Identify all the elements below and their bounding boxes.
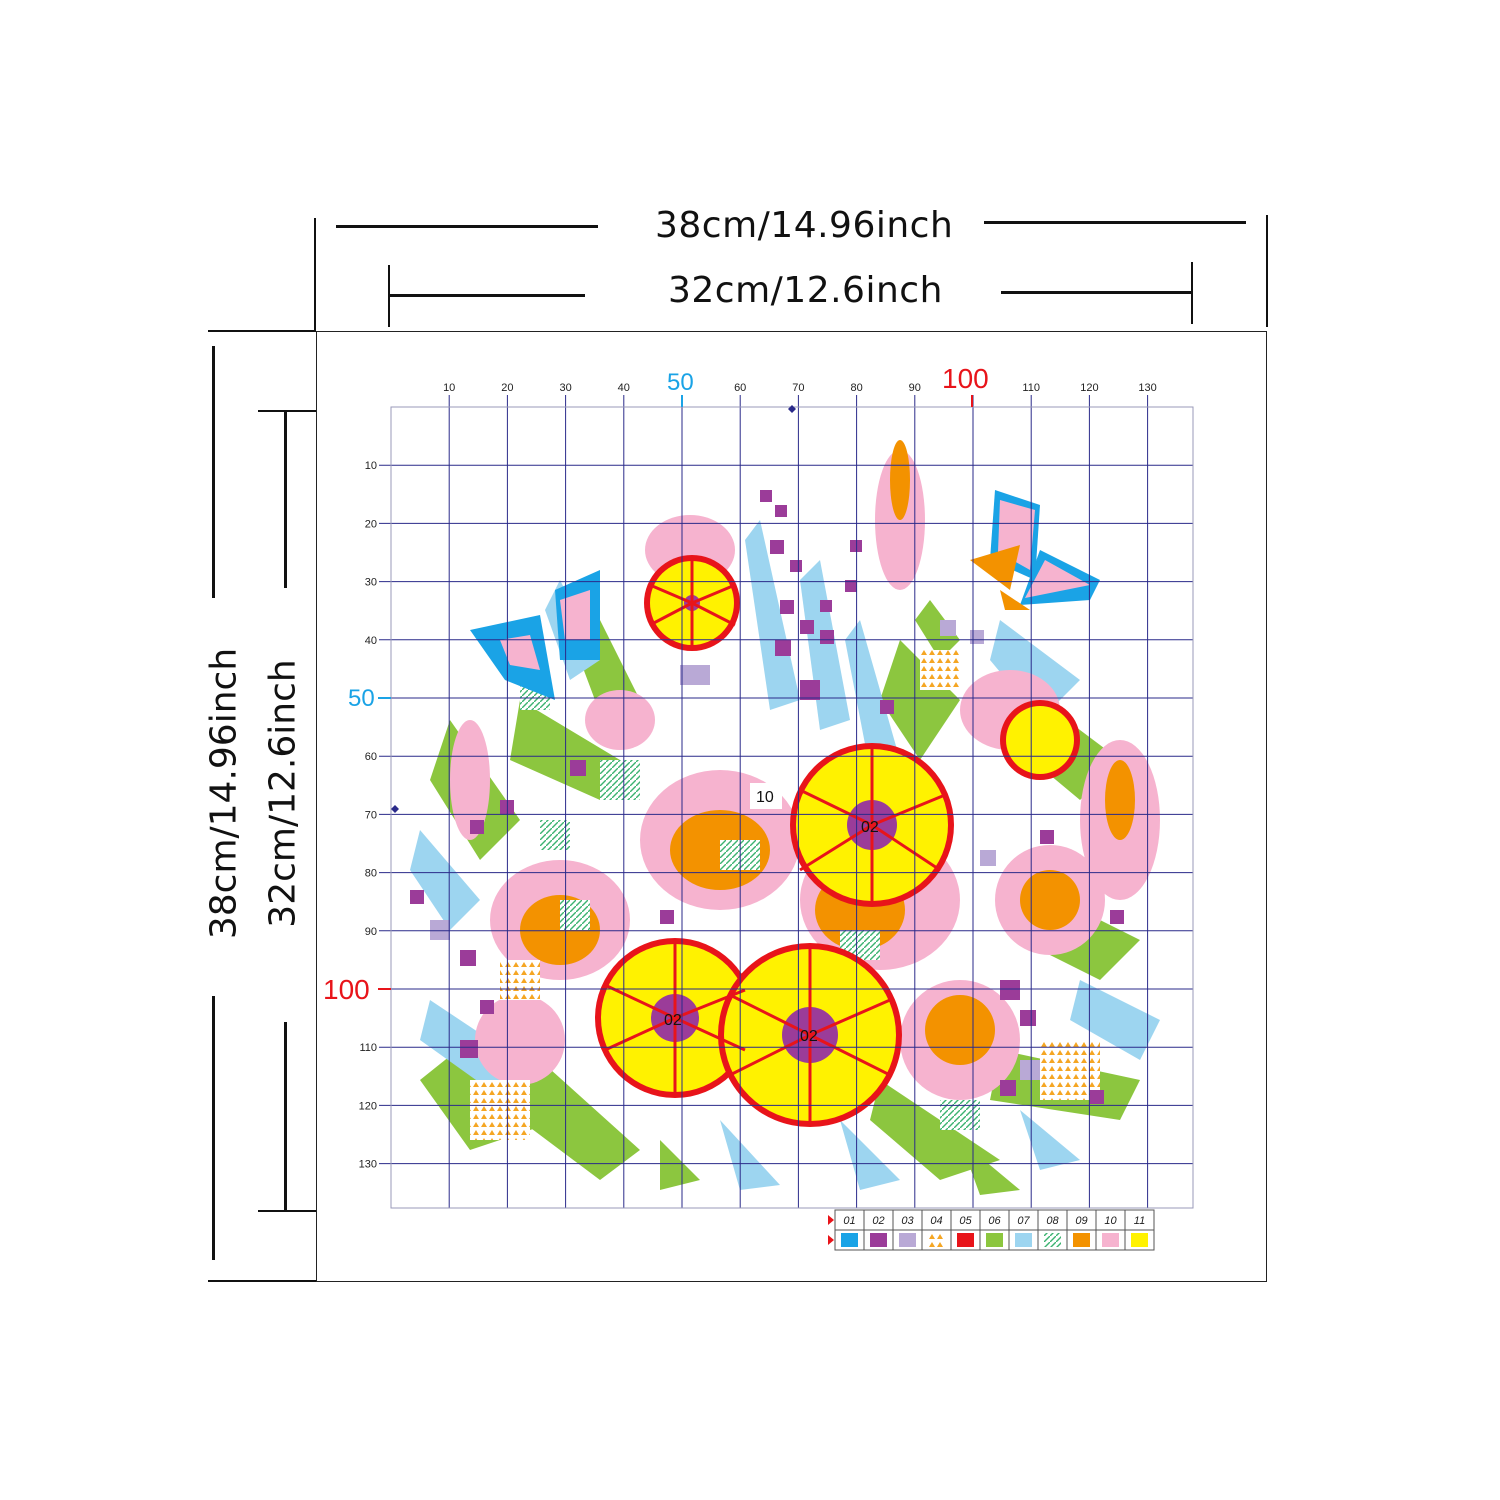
x-tick-label: 80	[850, 382, 862, 394]
legend-swatch	[1131, 1233, 1148, 1247]
legend-code-label: 10	[1104, 1215, 1117, 1227]
legend-code-label: 02	[872, 1215, 884, 1227]
outer-width-end-right	[1266, 215, 1268, 327]
left-butterfly	[470, 570, 600, 700]
y-tick-label: 70	[365, 809, 377, 821]
legend-swatch	[1073, 1233, 1090, 1247]
outer-width-label: 38cm/14.96inch	[655, 205, 954, 246]
y-tick-label: 130	[359, 1159, 377, 1171]
legend-swatch	[1102, 1233, 1119, 1247]
legend-code-label: 01	[843, 1215, 855, 1227]
inner-width-line-right	[1001, 291, 1192, 294]
inner-height-end-bottom	[258, 1210, 316, 1212]
y-tick-label: 40	[365, 635, 377, 647]
legend-swatch	[870, 1233, 887, 1247]
outer-height-line-top	[212, 346, 215, 598]
lavender-sprigs	[430, 620, 1040, 1080]
outer-height-end-bottom	[208, 1280, 316, 1282]
outer-height-end-top	[208, 330, 316, 332]
legend-code-label: 08	[1046, 1215, 1059, 1227]
y-tick-label: 10	[365, 460, 377, 472]
x-tick-label: 60	[734, 382, 746, 394]
y-tick-label: 60	[365, 751, 377, 763]
legend-code-label: 09	[1075, 1215, 1087, 1227]
x-tick-label: 70	[792, 382, 804, 394]
legend-code-label: 05	[959, 1215, 972, 1227]
outer-width-end-left	[314, 218, 316, 330]
x-highlight-50: 50	[667, 369, 694, 396]
legend-code-label: 03	[901, 1215, 914, 1227]
inner-height-end-top	[258, 410, 316, 412]
x-tick-label: 120	[1080, 382, 1098, 394]
inner-height-line-top	[284, 412, 287, 588]
legend-swatch	[986, 1233, 1003, 1247]
x-tick-label: 20	[501, 382, 513, 394]
y-axis-ticks: 10 20 30 40 60 70 80 90 110 120 130	[359, 460, 377, 1170]
legend-code-label: 07	[1017, 1215, 1030, 1227]
outer-height-line-bottom	[212, 996, 215, 1260]
y-tick-label: 30	[365, 577, 377, 589]
inner-width-label: 32cm/12.6inch	[668, 270, 943, 311]
outer-width-line-left	[336, 225, 598, 228]
y-tick-label: 110	[359, 1042, 377, 1054]
x-tick-label: 110	[1022, 382, 1040, 394]
flower-label-02-top: 02	[861, 819, 879, 836]
inner-width-end-left	[388, 265, 390, 327]
legend-swatch	[899, 1233, 916, 1247]
inner-width-end-right	[1191, 262, 1193, 324]
x-tick-label: 130	[1138, 382, 1156, 394]
x-tick-label: 40	[618, 382, 630, 394]
x-tick-label: 30	[559, 382, 571, 394]
x-axis-ticks: 10 20 30 40 60 70 80 90 110 120 130	[443, 382, 1157, 394]
label-10-bg	[750, 783, 782, 809]
daisy-petal-lines	[604, 558, 946, 1125]
y-tick-label: 20	[365, 518, 377, 530]
pattern-frame	[316, 331, 1267, 1282]
purple-sprigs	[410, 490, 1124, 1104]
outer-width-line-right	[984, 221, 1246, 224]
legend-row-arrow-icon	[828, 1215, 834, 1225]
inner-height-line-bottom	[284, 1022, 287, 1210]
y-tick-label: 120	[359, 1100, 377, 1112]
legend-swatch	[841, 1233, 858, 1247]
y-highlight-50: 50	[348, 685, 375, 712]
legend-code-label: 06	[988, 1215, 1001, 1227]
legend-swatch	[1015, 1233, 1032, 1247]
flower-label-02-right: 02	[800, 1028, 818, 1045]
grid-lines	[379, 395, 1193, 1208]
marker-left	[391, 805, 399, 813]
legend-swatch	[1044, 1233, 1061, 1247]
legend-swatch	[957, 1233, 974, 1247]
x-tick-label: 10	[443, 382, 455, 394]
right-butterfly	[970, 490, 1100, 610]
x-highlight-100: 100	[942, 363, 989, 394]
legend-code-label: 04	[930, 1215, 942, 1227]
y-highlight-100: 100	[323, 974, 370, 1005]
x-tick-label: 90	[909, 382, 921, 394]
marker-top	[788, 405, 796, 413]
y-tick-label: 80	[365, 868, 377, 880]
inner-width-line-left	[389, 294, 585, 297]
legend-swatch	[928, 1233, 945, 1247]
legend-code-label: 11	[1134, 1215, 1145, 1227]
color-legend: 01 02 03 04 05 06 07 08 09 10 11	[828, 1209, 1155, 1251]
daisy-right	[1000, 700, 1080, 780]
legend-row-arrow-icon	[828, 1235, 834, 1245]
flower-label-10: 10	[756, 789, 774, 806]
flower-label-02-left: 02	[664, 1012, 682, 1029]
y-tick-label: 90	[365, 926, 377, 938]
